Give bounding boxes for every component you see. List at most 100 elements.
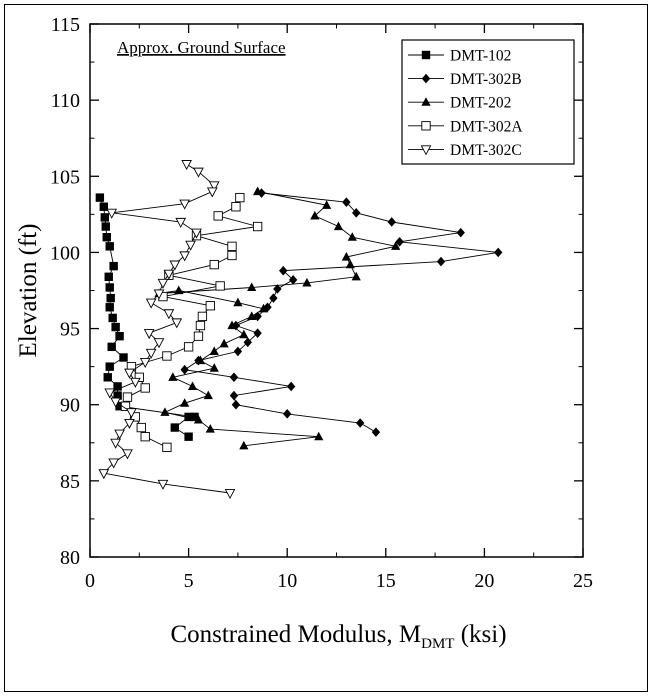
figure-frame [4, 4, 648, 692]
data-point-open-triangle-down [175, 217, 187, 228]
data-point-open-square [197, 311, 208, 322]
data-point-square [105, 303, 114, 312]
data-point-triangle [421, 97, 431, 106]
data-point-square [115, 402, 124, 411]
data-point-open-triangle-down [104, 388, 116, 399]
x-tick-label: 15 [376, 570, 396, 592]
data-point-diamond [355, 418, 365, 428]
data-point-open-square [209, 259, 219, 270]
series-dmt-302c [98, 160, 236, 499]
y-tick-label: 105 [50, 166, 80, 188]
data-point-diamond [253, 328, 262, 338]
data-point-square [190, 412, 199, 422]
data-point-triangle [322, 200, 332, 209]
data-point-open-triangle-down [130, 377, 141, 388]
data-point-diamond [436, 256, 446, 267]
data-point-square [170, 423, 179, 432]
y-tick-label: 100 [50, 242, 80, 264]
legend-item: DMT-202 [408, 95, 511, 112]
data-point-square [111, 322, 120, 332]
data-point-triangle [233, 297, 243, 307]
data-point-square [184, 432, 193, 441]
data-point-open-triangle-down [191, 228, 202, 239]
y-tick-label: 110 [51, 90, 80, 112]
series-dmt-102 [95, 193, 199, 441]
series-dmt-302b [180, 188, 503, 437]
data-point-square [113, 382, 122, 391]
y-axis-title: Elevation (ft) [15, 224, 42, 358]
data-point-square [95, 193, 105, 202]
data-point-triangle [227, 320, 237, 330]
data-point-square [100, 213, 109, 222]
data-point-open-triangle-down [106, 208, 118, 219]
data-point-triangle [247, 282, 257, 292]
data-point-triangle [391, 241, 401, 250]
data-point-diamond [229, 390, 239, 401]
data-point-open-triangle-down [153, 338, 165, 349]
data-point-diamond [229, 372, 239, 383]
data-point-triangle [310, 210, 320, 220]
data-point-open-triangle-down [169, 260, 181, 271]
data-point-open-square [140, 432, 150, 442]
data-point-open-square [120, 401, 131, 411]
data-point-square [106, 293, 115, 303]
data-point-open-square [227, 241, 237, 251]
data-point-triangle [314, 431, 324, 441]
data-point-open-triangle-down [145, 298, 157, 309]
data-point-diamond [233, 346, 243, 357]
data-point-diamond [494, 247, 503, 258]
data-point-square [113, 391, 122, 400]
data-point-triangle [209, 363, 219, 372]
data-point-open-triangle-down [208, 181, 220, 192]
data-point-square [102, 233, 111, 242]
y-tick-label: 95 [60, 319, 80, 341]
legend-label: DMT-302A [450, 118, 523, 135]
data-point-triangle [174, 285, 184, 295]
data-point-open-triangle-down [124, 368, 135, 379]
data-point-square [101, 222, 110, 231]
legend-item: DMT-102 [408, 48, 511, 65]
x-axis-title-main: Constrained Modulus, M [170, 621, 421, 648]
data-point-triangle [247, 311, 257, 320]
legend-label: DMT-102 [450, 48, 511, 65]
x-tick-label: 25 [573, 570, 593, 592]
data-point-triangle [195, 355, 206, 365]
data-point-open-triangle-down [179, 251, 191, 262]
data-point-open-triangle-down [206, 187, 218, 198]
data-point-diamond [286, 381, 296, 392]
x-tick-label: 20 [474, 570, 494, 592]
data-point-triangle [345, 259, 355, 269]
data-point-triangle [168, 372, 178, 381]
data-point-diamond [231, 399, 241, 410]
data-point-open-square [134, 372, 144, 382]
data-point-square [107, 342, 116, 352]
data-point-open-triangle-down [108, 458, 120, 469]
x-tick-label: 10 [277, 570, 297, 592]
data-point-open-square [122, 392, 133, 402]
data-point-diamond [352, 208, 361, 218]
data-point-square [99, 202, 109, 211]
data-point-open-triangle-down [420, 145, 432, 156]
data-point-open-triangle-down [110, 397, 121, 408]
y-tick-label: 80 [60, 547, 80, 569]
data-point-square [119, 353, 128, 362]
data-point-open-square [162, 351, 172, 361]
series-dmt-302a [120, 192, 263, 453]
data-point-triangle [341, 251, 351, 261]
data-point-open-triangle-down [145, 348, 157, 359]
data-point-open-triangle-down [163, 269, 175, 280]
data-point-diamond [395, 236, 404, 247]
data-point-open-triangle-down [153, 289, 165, 300]
data-point-triangle [160, 407, 170, 416]
data-point-open-square [140, 383, 150, 393]
data-point-diamond [180, 364, 189, 375]
data-point-diamond [421, 73, 431, 84]
legend-item: DMT-302A [408, 118, 523, 135]
data-point-diamond [273, 284, 282, 294]
y-tick-label: 85 [60, 471, 80, 493]
data-point-triangle [333, 221, 344, 231]
data-point-triangle [193, 414, 204, 424]
data-point-diamond [288, 275, 298, 285]
data-point-triangle [253, 186, 263, 196]
